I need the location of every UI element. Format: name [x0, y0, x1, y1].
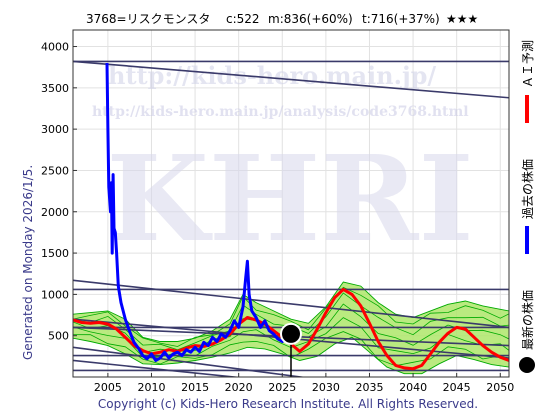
y-tick-label-0: 500	[48, 330, 69, 343]
x-tick-label-6: 2035	[355, 381, 383, 394]
y-tick-label-5: 3000	[41, 123, 69, 136]
y-tick-label-2: 1500	[41, 247, 69, 260]
x-tick-label-3: 2020	[225, 381, 253, 394]
series-line-past-price	[105, 62, 292, 362]
trend-line-7	[73, 346, 307, 377]
x-tick-label-8: 2045	[443, 381, 471, 394]
legend-past-price: 過去の株価	[520, 159, 535, 254]
y-axis: 500 1000 1500 2000 2500 3000 3500 4000	[41, 41, 77, 343]
trend-line-0	[73, 60, 509, 99]
header-mid-price: m:836(+60%)	[268, 12, 353, 26]
x-axis: 2005 2010 2015 2020 2025 2030 2035 2040 2045 2050	[94, 373, 514, 394]
x-tick-label-0: 2005	[94, 381, 122, 394]
legend-latest-swatch	[519, 357, 535, 373]
band-line-4	[73, 286, 509, 347]
x-tick-label-4: 2025	[268, 381, 296, 394]
x-tick-label-5: 2030	[312, 381, 340, 394]
legend-latest-price: 最新の株価	[519, 290, 535, 373]
trend-line-2	[73, 279, 509, 329]
x-tick-label-9: 2050	[486, 381, 514, 394]
header-stars: ★★★	[446, 12, 478, 26]
x-tick-label-1: 2010	[137, 381, 165, 394]
legend-past-label: 過去の株価	[520, 159, 535, 219]
x-tick-label-7: 2040	[399, 381, 427, 394]
x-tick-label-2: 2015	[181, 381, 209, 394]
header-code-name: 3768=リスクモンスタ	[86, 12, 210, 26]
band-upper-line	[73, 281, 509, 342]
y-tick-label-6: 3500	[41, 82, 69, 95]
watermark-url-analysis: http://kids-hero.main.jp/analysis/code37…	[92, 104, 469, 120]
legend-ai-forecast: ＡＩ予測	[521, 40, 535, 123]
header-current-price: c:522	[226, 12, 260, 26]
watermark-logo: KHRI	[106, 129, 473, 268]
watermark: KHRI http://kids-hero.main.jp/ http://ki…	[92, 61, 474, 268]
plot-frame	[72, 29, 510, 378]
copyright-footer: Copyright (c) Kids-Hero Research Institu…	[98, 397, 478, 411]
y-tick-label-3: 2000	[41, 206, 69, 219]
watermark-url-main: http://kids-hero.main.jp/	[108, 61, 436, 90]
legend-ai-label: ＡＩ予測	[521, 40, 535, 88]
latest-price-point	[280, 322, 302, 345]
trend-line-8	[73, 359, 242, 377]
y-tick-label-7: 4000	[41, 41, 69, 54]
header-target-price: t:716(+37%)	[362, 12, 440, 26]
y-tick-label-4: 2500	[41, 164, 69, 177]
y-tick-label-1: 1000	[41, 288, 69, 301]
generated-note: Generated on Monday 2026/1/5.	[21, 165, 35, 360]
legend-latest-label: 最新の株価	[520, 290, 535, 350]
latest-marker	[280, 322, 302, 377]
legend: ＡＩ予測 過去の株価 最新の株価	[519, 40, 535, 373]
chart-header: 3768=リスクモンスタ c:522 m:836(+60%) t:716(+37…	[86, 12, 478, 26]
